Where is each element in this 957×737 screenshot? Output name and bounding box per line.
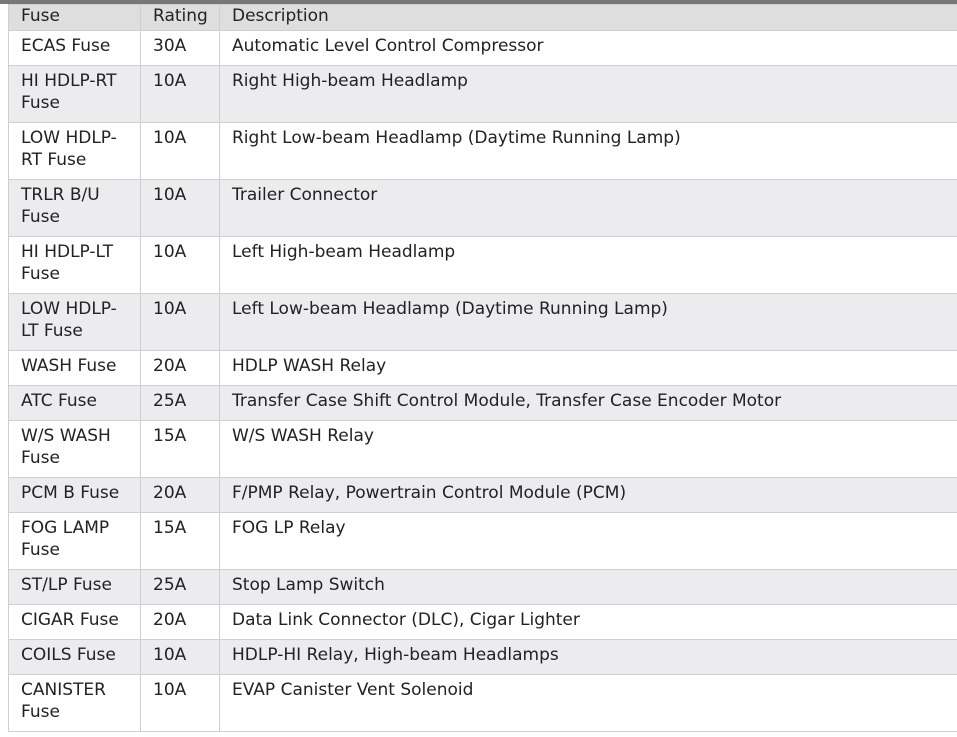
fuse-cell: COILS Fuse bbox=[8, 639, 141, 675]
fuse-cell: W/S WASH Fuse bbox=[8, 420, 141, 478]
fuse-table: Fuse Rating Description ECAS Fuse 30A Auto… bbox=[8, 4, 957, 732]
description-cell: Trailer Connector bbox=[219, 179, 957, 237]
description-cell: F/PMP Relay, Powertrain Control Module (… bbox=[219, 477, 957, 513]
rating-cell: 10A bbox=[140, 122, 220, 180]
table-row: HI HDLP-LT Fuse 10A Left High-beam Headlam… bbox=[8, 236, 957, 294]
fuse-cell: WASH Fuse bbox=[8, 350, 141, 386]
header-rating: Rating bbox=[140, 4, 220, 31]
description-cell: W/S WASH Relay bbox=[219, 420, 957, 478]
table-row: ECAS Fuse 30A Automatic Level Control Comp… bbox=[8, 30, 957, 66]
description-cell: Automatic Level Control Compressor bbox=[219, 30, 957, 66]
fuse-cell: PCM B Fuse bbox=[8, 477, 141, 513]
fuse-cell: TRLR B/U Fuse bbox=[8, 179, 141, 237]
description-cell: Right High-beam Headlamp bbox=[219, 65, 957, 123]
table-row: W/S WASH Fuse 15A W/S WASH Relay bbox=[8, 420, 957, 478]
rating-cell: 25A bbox=[140, 385, 220, 421]
table-row: COILS Fuse 10A HDLP-HI Relay, High-beam He… bbox=[8, 639, 957, 675]
rating-cell: 25A bbox=[140, 569, 220, 605]
rating-cell: 10A bbox=[140, 236, 220, 294]
description-cell: Data Link Connector (DLC), Cigar Lighter bbox=[219, 604, 957, 640]
description-cell: Stop Lamp Switch bbox=[219, 569, 957, 605]
table-row: PCM B Fuse 20A F/PMP Relay, Powertrain Con… bbox=[8, 477, 957, 513]
table-header-row: Fuse Rating Description bbox=[8, 4, 957, 31]
table-row: ATC Fuse 25A Transfer Case Shift Control M… bbox=[8, 385, 957, 421]
rating-cell: 10A bbox=[140, 293, 220, 351]
rating-cell: 10A bbox=[140, 639, 220, 675]
rating-cell: 15A bbox=[140, 512, 220, 570]
description-cell: EVAP Canister Vent Solenoid bbox=[219, 674, 957, 732]
rating-cell: 10A bbox=[140, 674, 220, 732]
description-cell: Right Low-beam Headlamp (Daytime Running… bbox=[219, 122, 957, 180]
table-row: LOW HDLP-LT Fuse 10A Left Low-beam Headlam… bbox=[8, 293, 957, 351]
rating-cell: 10A bbox=[140, 65, 220, 123]
fuse-cell: ECAS Fuse bbox=[8, 30, 141, 66]
description-cell: HDLP-HI Relay, High-beam Headlamps bbox=[219, 639, 957, 675]
header-description: Description bbox=[219, 4, 957, 31]
rating-cell: 20A bbox=[140, 604, 220, 640]
table-row: CIGAR Fuse 20A Data Link Connector (DLC), … bbox=[8, 604, 957, 640]
rating-cell: 20A bbox=[140, 350, 220, 386]
table-row: ST/LP Fuse 25A Stop Lamp Switch bbox=[8, 569, 957, 605]
top-border-bar bbox=[0, 0, 957, 4]
rating-cell: 20A bbox=[140, 477, 220, 513]
table-row: HI HDLP-RT Fuse 10A Right High-beam Headla… bbox=[8, 65, 957, 123]
fuse-cell: ST/LP Fuse bbox=[8, 569, 141, 605]
description-cell: Left High-beam Headlamp bbox=[219, 236, 957, 294]
rating-cell: 30A bbox=[140, 30, 220, 66]
fuse-cell: LOW HDLP-RT Fuse bbox=[8, 122, 141, 180]
description-cell: HDLP WASH Relay bbox=[219, 350, 957, 386]
fuse-cell: HI HDLP-RT Fuse bbox=[8, 65, 141, 123]
rating-cell: 10A bbox=[140, 179, 220, 237]
fuse-cell: LOW HDLP-LT Fuse bbox=[8, 293, 141, 351]
table-row: LOW HDLP-RT Fuse 10A Right Low-beam Headla… bbox=[8, 122, 957, 180]
fuse-cell: FOG LAMP Fuse bbox=[8, 512, 141, 570]
table-row: WASH Fuse 20A HDLP WASH Relay bbox=[8, 350, 957, 386]
table-row: TRLR B/U Fuse 10A Trailer Connector bbox=[8, 179, 957, 237]
description-cell: Left Low-beam Headlamp (Daytime Running … bbox=[219, 293, 957, 351]
header-fuse: Fuse bbox=[8, 4, 141, 31]
table-row: CANISTER Fuse 10A EVAP Canister Vent Solen… bbox=[8, 674, 957, 732]
description-cell: Transfer Case Shift Control Module, Tran… bbox=[219, 385, 957, 421]
fuse-cell: ATC Fuse bbox=[8, 385, 141, 421]
rating-cell: 15A bbox=[140, 420, 220, 478]
fuse-cell: HI HDLP-LT Fuse bbox=[8, 236, 141, 294]
description-cell: FOG LP Relay bbox=[219, 512, 957, 570]
fuse-cell: CANISTER Fuse bbox=[8, 674, 141, 732]
fuse-cell: CIGAR Fuse bbox=[8, 604, 141, 640]
table-row: FOG LAMP Fuse 15A FOG LP Relay bbox=[8, 512, 957, 570]
